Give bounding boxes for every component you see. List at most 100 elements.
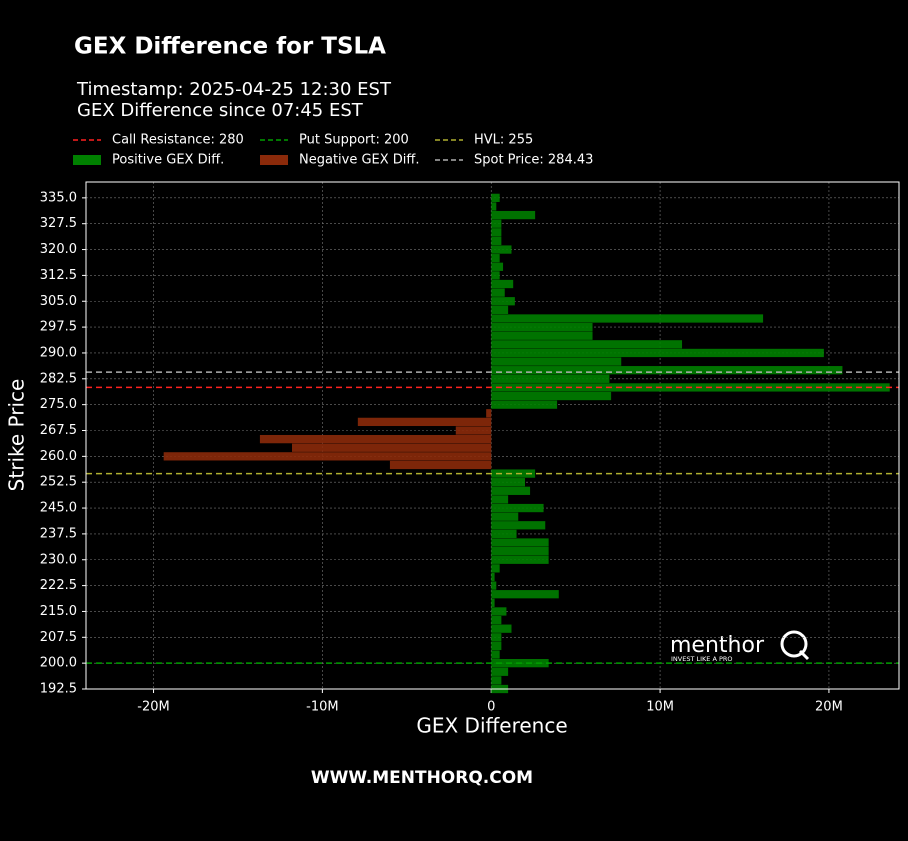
bar (486, 409, 492, 418)
logo: menthor INVEST LIKE A PRO (670, 630, 810, 663)
bar (491, 598, 495, 607)
y-tick-label: 207.5 (40, 630, 77, 645)
bar (491, 676, 502, 685)
bar (491, 478, 526, 487)
bar (491, 202, 497, 211)
bar (259, 434, 492, 444)
bar (491, 245, 512, 254)
bar (389, 460, 492, 470)
bar (491, 469, 536, 478)
y-tick-label: 282.5 (40, 371, 77, 386)
bar (491, 305, 509, 315)
bar (491, 633, 502, 642)
bar (491, 555, 549, 564)
bar (491, 314, 764, 323)
y-tick-label: 297.5 (40, 320, 77, 335)
y-axis-label: Strike Price (5, 379, 29, 492)
y-tick-label: 222.5 (40, 578, 77, 593)
logo-icon (780, 630, 808, 658)
y-tick-label: 275.0 (40, 397, 77, 412)
legend-label: Negative GEX Diff. (299, 153, 420, 168)
x-tick-label: 10M (646, 700, 674, 715)
legend-label: HVL: 255 (474, 133, 533, 148)
bar (491, 641, 502, 651)
y-tick-label: 327.5 (40, 216, 77, 231)
y-tick-label: 267.5 (40, 423, 77, 438)
bar (491, 348, 824, 358)
bar (491, 400, 558, 409)
legend-swatch (260, 155, 288, 165)
legend-label: Positive GEX Diff. (112, 153, 224, 168)
y-tick-label: 215.0 (40, 604, 77, 619)
bar (491, 219, 502, 228)
bar (491, 271, 500, 280)
legend-label: Spot Price: 284.43 (474, 153, 593, 168)
subtitle: Timestamp: 2025-04-25 12:30 EST (76, 79, 392, 100)
x-tick-label: 0 (487, 700, 495, 715)
bar (491, 210, 536, 220)
bar (491, 615, 502, 625)
legend-swatch (73, 155, 101, 165)
legend-label: Call Resistance: 280 (112, 133, 244, 148)
logo-icon (798, 649, 810, 661)
bar (163, 452, 492, 461)
bar (491, 193, 500, 202)
bar (491, 236, 502, 246)
footer: WWW.MENTHORQ.COM (311, 768, 533, 788)
bar (491, 521, 546, 530)
y-tick-label: 290.0 (40, 345, 77, 360)
bar (491, 624, 512, 633)
legend-label: Put Support: 200 (299, 133, 409, 148)
y-tick-label: 252.5 (40, 475, 77, 490)
bar (491, 581, 497, 590)
y-tick-label: 312.5 (40, 268, 77, 283)
bar (357, 417, 492, 427)
x-tick-label: 20M (815, 700, 843, 715)
bar (491, 279, 514, 289)
bar (491, 262, 504, 271)
bar (491, 254, 500, 263)
chart-title: GEX Difference for TSLA (74, 34, 386, 60)
bar (291, 443, 492, 452)
legend: Call Resistance: 280 Put Support: 200 HVL:… (73, 133, 593, 168)
bar (491, 340, 683, 349)
y-tick-label: 260.0 (40, 449, 77, 464)
x-tick-label: -10M (306, 700, 338, 715)
y-tick-label: 320.0 (40, 242, 77, 257)
bar (491, 572, 495, 582)
logo-tagline: INVEST LIKE A PRO (671, 655, 733, 663)
y-tick-label: 192.5 (40, 682, 77, 697)
bar (491, 512, 519, 521)
bar (491, 228, 502, 237)
bar (491, 374, 610, 383)
bar (491, 546, 549, 556)
y-tick-label: 230.0 (40, 552, 77, 567)
logo-name: menthor (670, 633, 765, 658)
bar (455, 426, 492, 435)
bar (491, 297, 515, 306)
y-tick-label: 245.0 (40, 501, 77, 516)
bar (491, 366, 843, 375)
bar (491, 495, 509, 504)
bar (491, 529, 517, 539)
plot-frame (85, 181, 900, 690)
y-tick-label: 335.0 (40, 190, 77, 205)
bar (491, 288, 505, 297)
x-tick-label: -20M (137, 700, 169, 715)
bar (491, 564, 500, 573)
bar (491, 357, 622, 366)
y-tick-label: 200.0 (40, 656, 77, 671)
bar (491, 331, 593, 340)
bar (491, 590, 559, 599)
y-tick-label: 305.0 (40, 294, 77, 309)
bar (491, 667, 509, 676)
bar (491, 607, 507, 616)
bar (491, 391, 612, 401)
bar (491, 486, 531, 495)
bar (491, 650, 500, 659)
y-tick-label: 237.5 (40, 526, 77, 541)
bar (491, 503, 544, 513)
subtitle: GEX Difference since 07:45 EST (77, 100, 364, 121)
